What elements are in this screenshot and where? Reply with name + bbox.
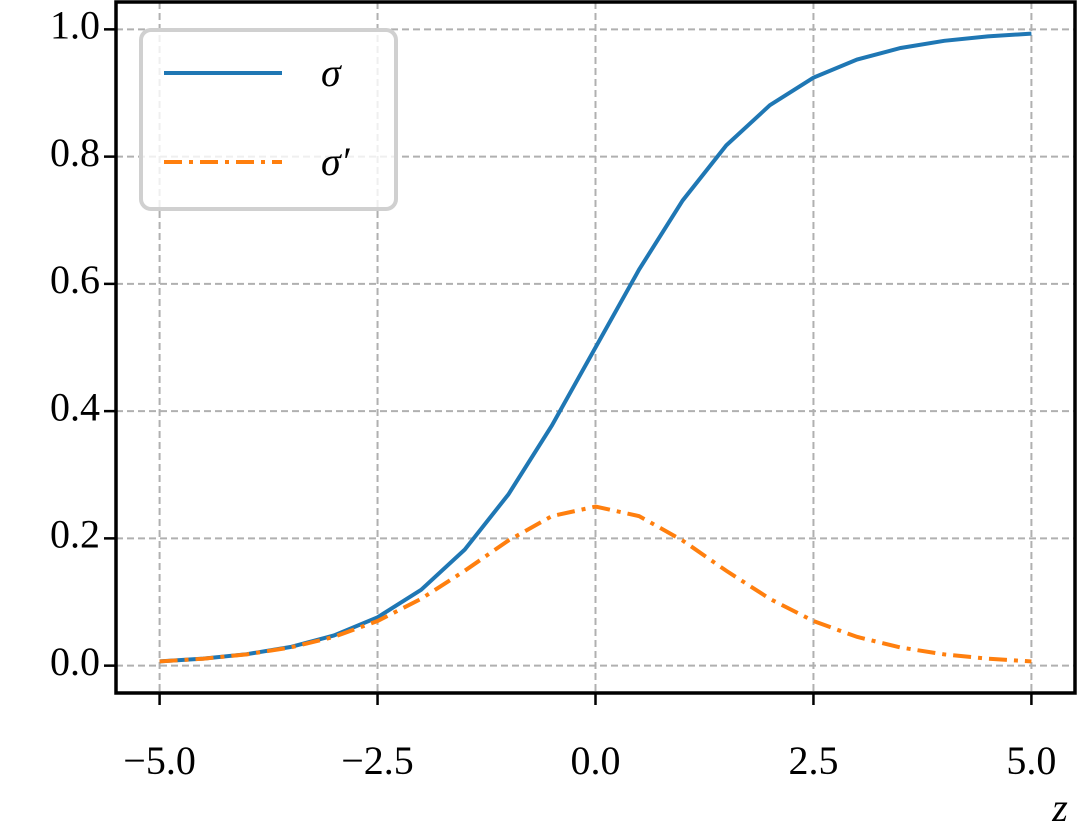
y-tick-label: 0.4: [50, 384, 100, 429]
legend: σ σ′: [139, 28, 398, 211]
y-tick-label: 0.8: [50, 130, 100, 175]
legend-label: σ: [321, 50, 342, 95]
plot-frame: [114, 0, 1077, 695]
y-tick-label: 0.0: [50, 639, 100, 684]
x-tick-label: −2.5: [341, 738, 414, 783]
x-tick-label: 0.0: [571, 738, 621, 783]
y-tick-label: 0.6: [50, 257, 100, 302]
y-tick-label: 0.2: [50, 512, 100, 557]
x-tick-label: 2.5: [788, 738, 838, 783]
x-tick-label: −5.0: [123, 738, 196, 783]
y-tick-label: 1.0: [50, 3, 100, 48]
legend-label: σ′: [321, 139, 351, 184]
data-line: [159, 504, 1032, 664]
legend-box: [139, 28, 398, 211]
x-axis-label: z: [1051, 785, 1068, 829]
x-tick-label: 5.0: [1006, 738, 1056, 783]
